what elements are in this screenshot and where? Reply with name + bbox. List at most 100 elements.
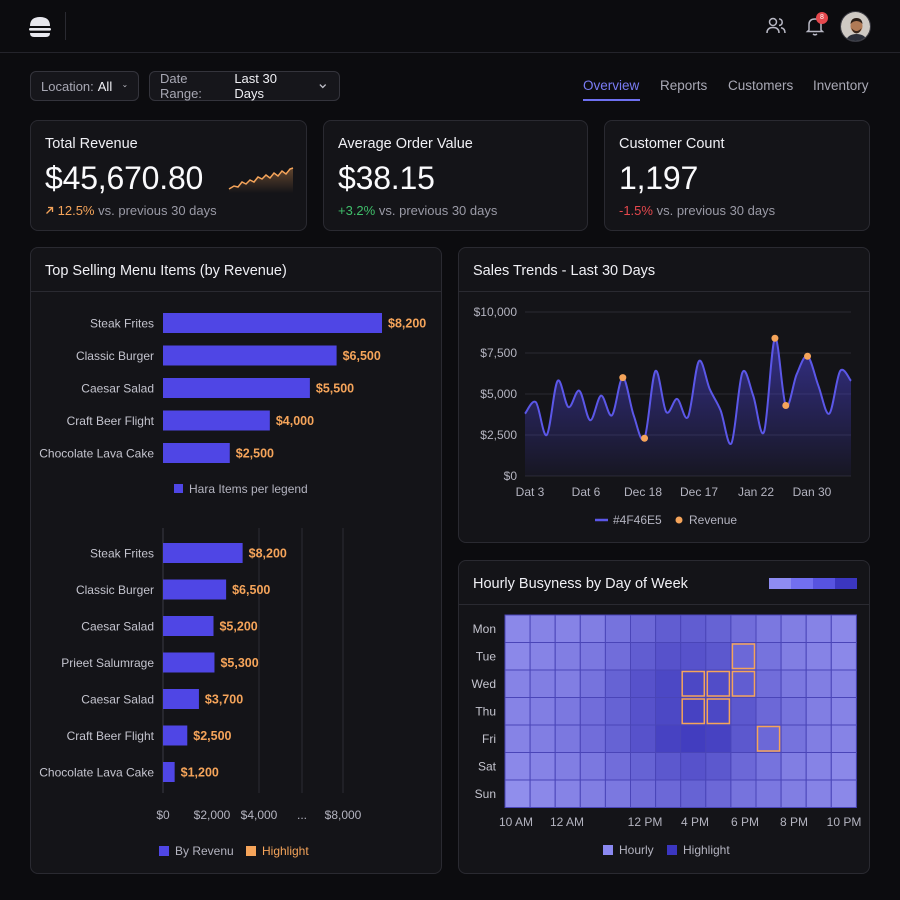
heatmap-cell (830, 752, 857, 781)
lower-category-label: Prieet Salumrage (61, 656, 154, 670)
kpi-card-average-order-value: Average Order Value $38.15 +3.2% vs. pre… (323, 120, 588, 231)
heatmap-cell (730, 724, 757, 753)
heatmap-cell (579, 752, 606, 781)
heatmap-cell (579, 669, 606, 698)
heatmap-cell (805, 724, 832, 753)
line-chart-x-ticks: Dat 3 Dat 6 Dec 18 Dec 17 Jan 22 Dan 30 (516, 485, 832, 499)
kpi-value: $45,670.80 (45, 160, 204, 196)
date-range-filter-label: Date Range: (160, 71, 202, 101)
kpi-change-suffix: vs. previous 30 days (378, 203, 498, 218)
heatmap-cell (730, 642, 757, 671)
heatmap-cell (680, 752, 707, 781)
row-label: Sat (478, 759, 497, 773)
heatmap-cell (504, 614, 531, 643)
heatmap-cell (780, 779, 807, 808)
heatmap-cell (655, 697, 682, 726)
heatmap-cell (730, 669, 757, 698)
heatmap-cell (780, 642, 807, 671)
heatmap-cell (705, 697, 732, 726)
date-range-filter[interactable]: Date Range: Last 30 Days (149, 71, 340, 101)
revenue-line (524, 337, 852, 445)
y-tick-label: $5,000 (480, 387, 517, 401)
x-tick-label: Jan 22 (738, 485, 774, 499)
highlight-point (782, 401, 790, 409)
lower-bar (163, 762, 175, 782)
notification-badge: 8 (816, 12, 828, 24)
tab-inventory[interactable]: Inventory (813, 78, 869, 93)
heatmap-cell (780, 724, 807, 753)
y-tick-label: $0 (504, 469, 518, 483)
lower-value-label: $1,200 (181, 766, 219, 780)
heatmap-cell (755, 779, 782, 808)
location-filter[interactable]: Location: All (30, 71, 139, 101)
revenue-area (525, 338, 851, 476)
highlight-cell (756, 725, 781, 752)
lower-value-label: $3,700 (205, 693, 243, 707)
kpi-change-row: -1.5% vs. previous 30 days (619, 203, 775, 218)
heatmap-cell (730, 614, 757, 643)
scale-step (769, 578, 791, 589)
heatmap-cell (805, 779, 832, 808)
heatmap-cell (630, 724, 657, 753)
heatmap-cell (554, 697, 581, 726)
heatmap-cell (630, 669, 657, 698)
lower-bar (163, 579, 227, 600)
avatar[interactable] (840, 11, 871, 42)
x-tick-label: 10 AM (499, 815, 533, 829)
burger-icon[interactable] (27, 14, 53, 40)
top-selling-chart: Steak Frites $8,200 Classic Burger $6,500 Ca… (39, 313, 426, 858)
heatmap-cell (604, 779, 631, 808)
heatmap-cell (680, 642, 707, 671)
upper-category-label: Caesar Salad (81, 382, 154, 396)
highlight-points (619, 334, 812, 442)
heatmap-cell (830, 779, 857, 808)
lower-bar (163, 725, 188, 746)
panel-divider (459, 604, 869, 605)
tab-customers[interactable]: Customers (728, 78, 794, 93)
panel-title: Top Selling Menu Items (by Revenue) (45, 263, 287, 279)
chevron-down-icon (319, 84, 327, 89)
users-icon[interactable] (764, 14, 788, 38)
heatmap-cell (655, 669, 682, 698)
heatmap-cell (680, 779, 707, 808)
upper-value-label: $6,500 (343, 349, 381, 363)
heatmap-cell (529, 642, 556, 671)
heatmap-cell (655, 724, 682, 753)
heatmap-scale-bar (769, 578, 857, 589)
legend-swatch (174, 484, 183, 493)
row-label: Sun (475, 787, 496, 801)
heatmap-cell (630, 614, 657, 643)
kpi-value: 1,197 (619, 160, 699, 196)
heatmap-cell (579, 614, 606, 643)
upper-bar (163, 410, 270, 431)
lower-chart-x-ticks: $0 $2,000 $4,000... $8,000 (156, 808, 361, 822)
upper-category-label: Steak Frites (90, 317, 154, 331)
upper-bar (163, 443, 230, 463)
lower-bar (163, 652, 215, 673)
heatmap-cell (730, 752, 757, 781)
heatmap-cell (755, 752, 782, 781)
highlight-cell (681, 670, 706, 697)
legend-label-by-revenue: By Revenu (175, 844, 234, 858)
tab-overview[interactable]: Overview (583, 78, 640, 93)
kpi-change-row: 12.5% vs. previous 30 days (45, 203, 217, 218)
highlight-cell (681, 698, 706, 725)
legend-swatch-by-revenue (159, 846, 169, 856)
heatmap-cell (705, 724, 732, 753)
lower-value-label: $8,200 (249, 547, 287, 561)
legend-label-revenue: Revenue (689, 513, 737, 527)
legend-label-hourly: Hourly (619, 843, 654, 857)
heatmap-cell (529, 614, 556, 643)
legend-label-series: #4F46E5 (613, 513, 662, 527)
highlight-point (641, 434, 649, 442)
date-range-filter-value: Last 30 Days (234, 71, 277, 101)
tab-reports[interactable]: Reports (660, 78, 708, 93)
heatmap-cell (830, 697, 857, 726)
lower-category-label: Craft Beer Flight (67, 729, 155, 743)
heatmap-cell (655, 779, 682, 808)
heatmap-cell (554, 614, 581, 643)
heatmap-cell (680, 669, 707, 698)
top-selling-bars-upper: Steak Frites $8,200 Classic Burger $6,500 Ca… (39, 313, 426, 463)
bell-icon[interactable] (803, 14, 827, 38)
kpi-change: +3.2% (338, 203, 376, 218)
